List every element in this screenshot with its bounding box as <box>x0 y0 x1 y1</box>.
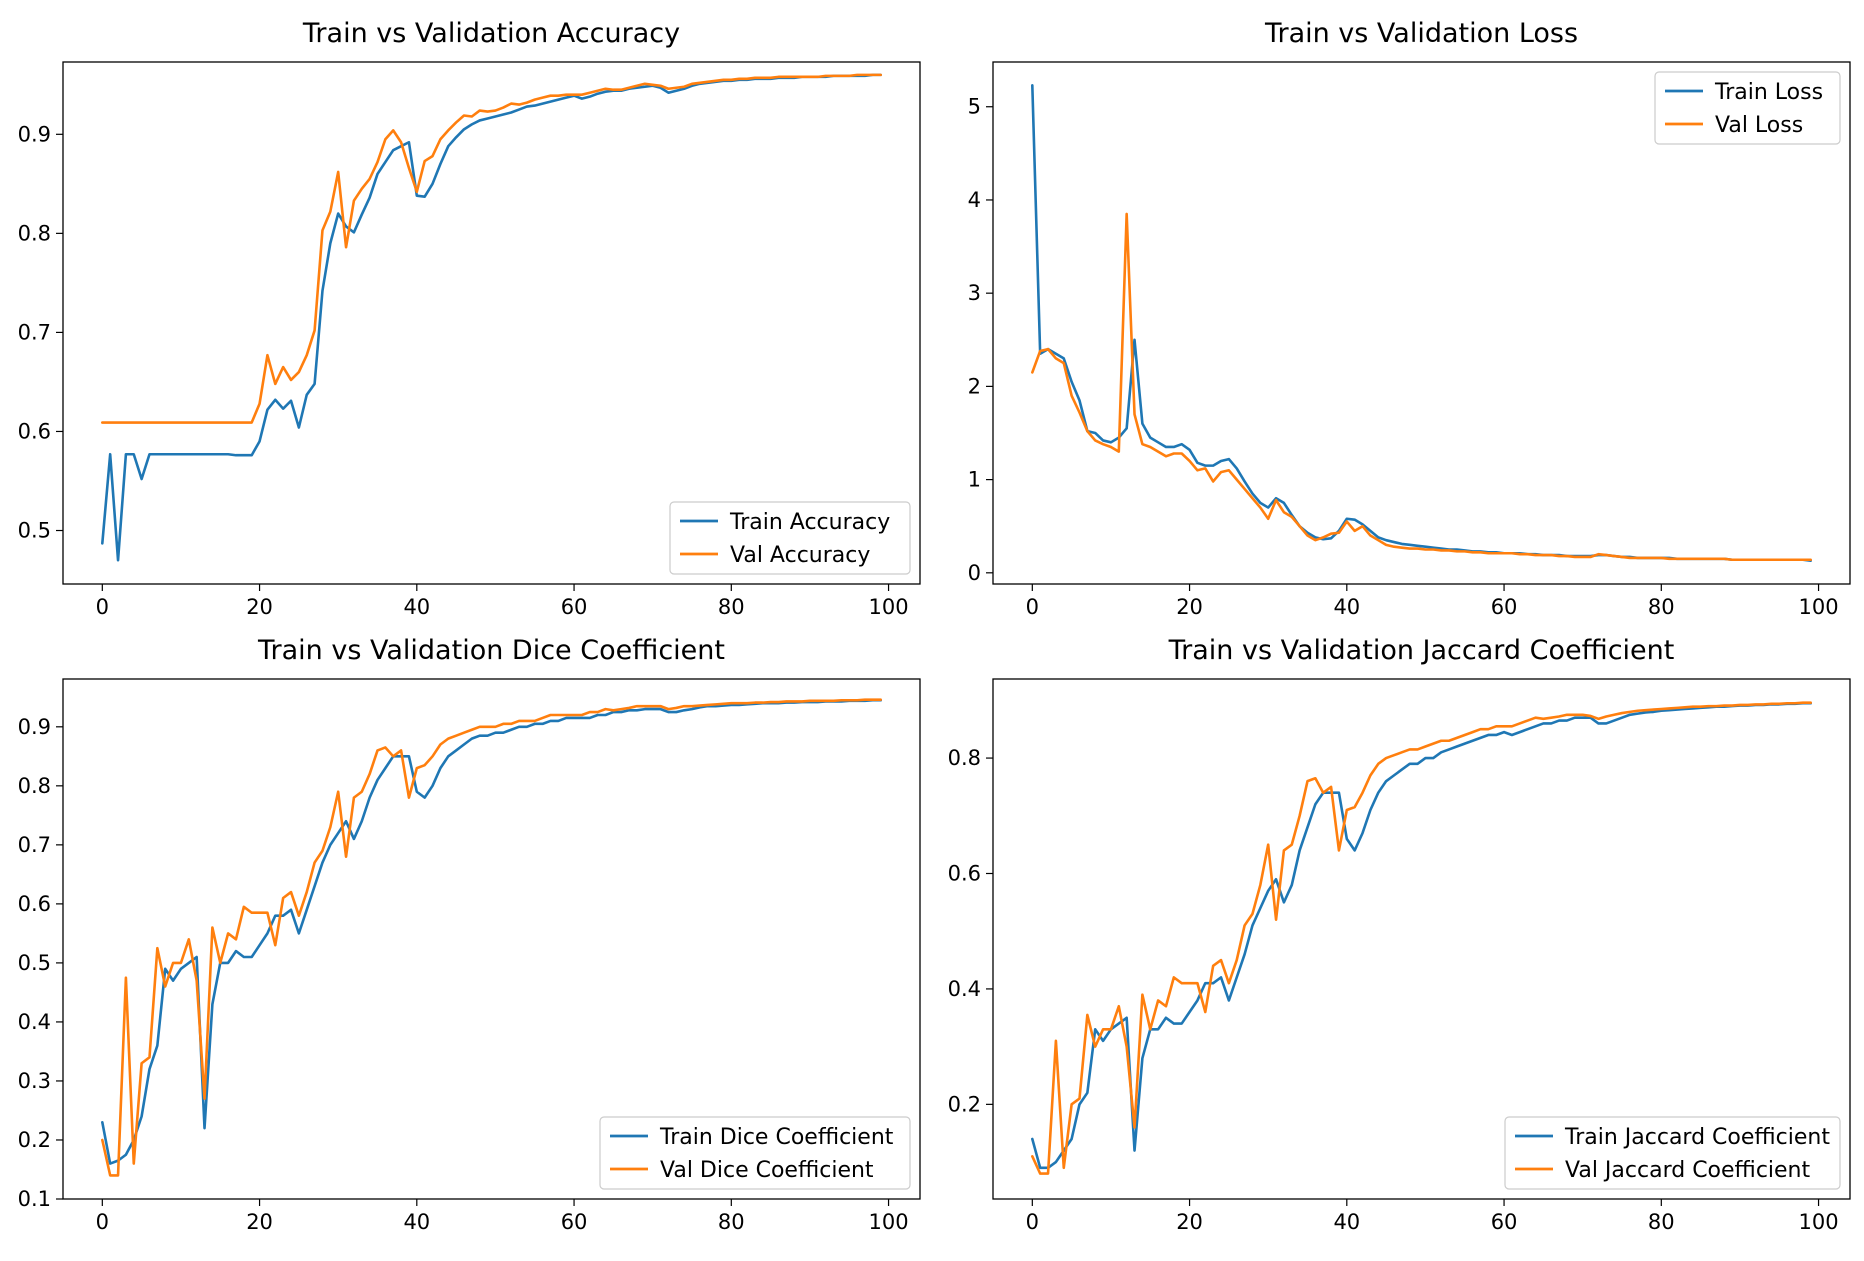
dice-ytick-label: 0.2 <box>18 1128 51 1152</box>
loss-ytick-label: 4 <box>968 188 981 212</box>
dice-legend-label-0: Train Dice Coefficient <box>659 1125 894 1150</box>
dice-ytick-label: 0.7 <box>18 833 51 857</box>
jaccard-xtick-label: 20 <box>1176 1210 1203 1234</box>
loss-ytick-label: 3 <box>968 281 981 305</box>
jaccard-xtick-label: 80 <box>1648 1210 1675 1234</box>
acc-series-1-line <box>101 73 882 424</box>
dice-chart: Train vs Validation Dice Coefficient 0 20 4… <box>18 635 921 1234</box>
acc-legend-box <box>669 501 911 575</box>
dice-ytick-label: 0.8 <box>18 774 51 798</box>
dice-legend-box <box>599 1116 911 1190</box>
loss-ytick-label: 1 <box>968 468 981 492</box>
dice-xtick-label: 100 <box>869 1210 909 1234</box>
loss-xtick-label: 100 <box>1799 595 1839 619</box>
acc-legend: Train Accuracy Val Accuracy <box>669 501 911 575</box>
acc-ytick-label: 0.9 <box>18 122 51 146</box>
dice-legend-label-1: Val Dice Coefficient <box>660 1158 874 1183</box>
loss-ytick-label: 2 <box>968 374 981 398</box>
acc-legend-label-1: Val Accuracy <box>730 543 870 568</box>
jaccard-legend-label-0: Train Jaccard Coefficient <box>1564 1125 1830 1150</box>
dice-ytick-label: 0.3 <box>18 1069 51 1093</box>
jaccard-xtick-label: 40 <box>1333 1210 1360 1234</box>
dice-xtick-label: 60 <box>561 1210 588 1234</box>
loss-series-1-line <box>1031 212 1812 562</box>
jaccard-title: Train vs Validation Jaccard Coefficient <box>1168 635 1675 666</box>
jaccard-ytick-label: 0.2 <box>948 1092 981 1116</box>
jaccard-ytick-label: 0.8 <box>948 746 981 770</box>
loss-ytick-label: 5 <box>968 95 981 119</box>
jaccard-chart: Train vs Validation Jaccard Coefficient 0… <box>948 635 1851 1234</box>
dice-ytick-label: 0.4 <box>18 1010 51 1034</box>
acc-xtick-label: 0 <box>96 595 109 619</box>
dice-legend: Train Dice Coefficient Val Dice Coefficie… <box>599 1116 911 1190</box>
acc-legend-label-0: Train Accuracy <box>729 510 890 535</box>
acc-ytick-label: 0.7 <box>18 320 51 344</box>
dice-series-1-line <box>101 698 882 1177</box>
dice-xtick-label: 20 <box>246 1210 273 1234</box>
acc-ytick-label: 0.5 <box>18 519 51 543</box>
acc-xtick-label: 100 <box>869 595 909 619</box>
loss-legend: Train Loss Val Loss <box>1654 71 1841 145</box>
dice-series-0-line <box>101 698 882 1165</box>
jaccard-xtick-label: 0 <box>1026 1210 1039 1234</box>
acc-title: Train vs Validation Accuracy <box>302 18 680 49</box>
loss-legend-label-0: Train Loss <box>1714 80 1823 105</box>
jaccard-xtick-label: 100 <box>1799 1210 1839 1234</box>
loss-chart: Train vs Validation Loss 0 20 40 60 80 100 0 1 2 3… <box>968 18 1851 619</box>
jaccard-series-1-line <box>1031 701 1812 1175</box>
jaccard-series-0-line <box>1031 701 1812 1170</box>
acc-axes-frame <box>62 61 921 585</box>
loss-axes-frame <box>992 61 1851 585</box>
loss-xtick-label: 40 <box>1333 595 1360 619</box>
acc-chart: Train vs Validation Accuracy 0 20 40 60 80 100… <box>18 18 921 619</box>
jaccard-xtick-label: 60 <box>1491 1210 1518 1234</box>
acc-series-0-line <box>101 73 882 562</box>
dice-ytick-label: 0.9 <box>18 715 51 739</box>
loss-series-0-line <box>1031 84 1812 563</box>
dice-axes-frame <box>62 678 921 1200</box>
acc-xtick-label: 60 <box>561 595 588 619</box>
jaccard-ytick-label: 0.6 <box>948 861 981 885</box>
dice-ytick-label: 0.5 <box>18 951 51 975</box>
dice-ytick-label: 0.1 <box>18 1187 51 1211</box>
jaccard-ytick-label: 0.4 <box>948 977 981 1001</box>
jaccard-legend: Train Jaccard Coefficient Val Jaccard Coe… <box>1504 1116 1841 1190</box>
jaccard-legend-box <box>1504 1116 1841 1190</box>
dice-xtick-label: 80 <box>718 1210 745 1234</box>
dice-xtick-label: 0 <box>96 1210 109 1234</box>
loss-ytick-label: 0 <box>968 561 981 585</box>
dice-title: Train vs Validation Dice Coefficient <box>257 635 725 666</box>
loss-xtick-label: 0 <box>1026 595 1039 619</box>
jaccard-legend-label-1: Val Jaccard Coefficient <box>1565 1158 1811 1183</box>
dice-ytick-label: 0.6 <box>18 892 51 916</box>
dice-xtick-label: 40 <box>403 1210 430 1234</box>
loss-xtick-label: 80 <box>1648 595 1675 619</box>
acc-xtick-label: 80 <box>718 595 745 619</box>
acc-ytick-label: 0.6 <box>18 419 51 443</box>
acc-xtick-label: 20 <box>246 595 273 619</box>
jaccard-axes-frame <box>992 678 1851 1200</box>
loss-title: Train vs Validation Loss <box>1264 18 1578 49</box>
acc-xtick-label: 40 <box>403 595 430 619</box>
loss-legend-label-1: Val Loss <box>1715 113 1803 138</box>
loss-xtick-label: 60 <box>1491 595 1518 619</box>
loss-xtick-label: 20 <box>1176 595 1203 619</box>
acc-ytick-label: 0.8 <box>18 221 51 245</box>
